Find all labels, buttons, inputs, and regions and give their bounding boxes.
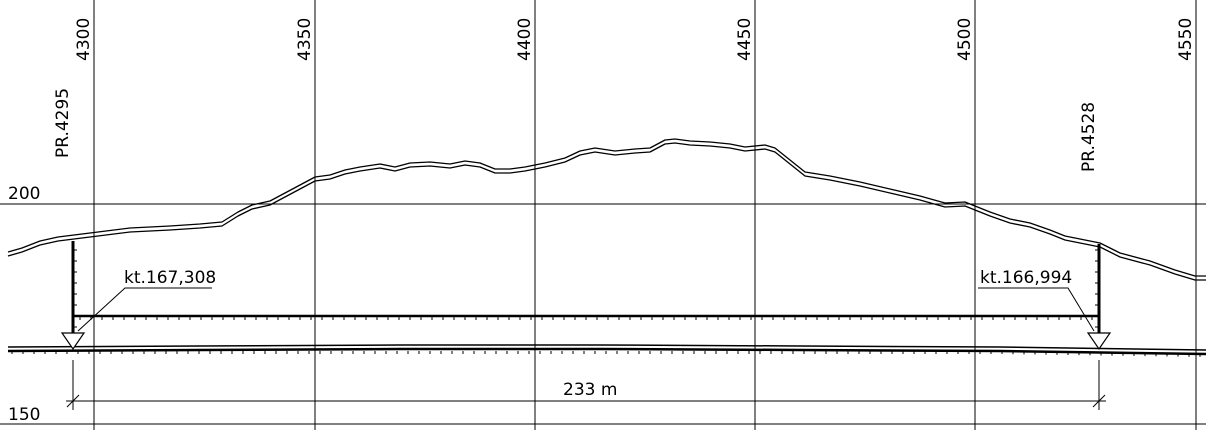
elevation-label-200: 200 <box>8 184 40 204</box>
tunnel-section <box>71 241 1101 348</box>
road-level-line <box>7 344 1206 357</box>
profile-label-start: PR.4295 <box>53 88 73 158</box>
profile-label-end: PR.4528 <box>1079 102 1099 172</box>
road-line-bottom <box>7 347 1206 356</box>
road-line-top <box>7 344 1206 351</box>
span-dimension <box>66 360 1106 410</box>
terrain-line-upper <box>7 138 1206 277</box>
leader-start <box>77 287 212 332</box>
level-marker-start <box>60 332 86 351</box>
chainage-label-4450: 4450 <box>735 18 755 61</box>
tunnel-ceiling-ticks <box>79 316 1093 320</box>
level-markers <box>60 332 1112 351</box>
chainage-labels: 4300 4350 4400 4450 4500 4550 <box>74 18 1196 61</box>
elevation-grid <box>0 203 1206 425</box>
terrain-profile <box>7 138 1206 281</box>
chainage-label-4550: 4550 <box>1176 18 1196 61</box>
level-marker-end <box>1086 332 1112 351</box>
terrain-line-lower <box>7 142 1206 281</box>
elevation-annotations <box>77 287 1095 332</box>
chainage-label-4300: 4300 <box>74 18 94 61</box>
dimension-tick-left <box>66 394 80 408</box>
chainage-label-4400: 4400 <box>515 18 535 61</box>
tunnel-wall-ticks <box>73 249 1099 339</box>
span-label: 233 m <box>563 380 617 400</box>
road-tick-marks <box>11 351 1201 357</box>
elevation-label-150: 150 <box>8 405 40 425</box>
leader-end <box>978 287 1095 332</box>
chainage-label-4500: 4500 <box>955 18 975 61</box>
dimension-tick-right <box>1092 394 1106 408</box>
level-label-end: kt.166,994 <box>980 268 1072 288</box>
chainage-label-4350: 4350 <box>295 18 315 61</box>
level-label-start: kt.167,308 <box>124 268 216 288</box>
chainage-grid <box>93 0 1197 430</box>
